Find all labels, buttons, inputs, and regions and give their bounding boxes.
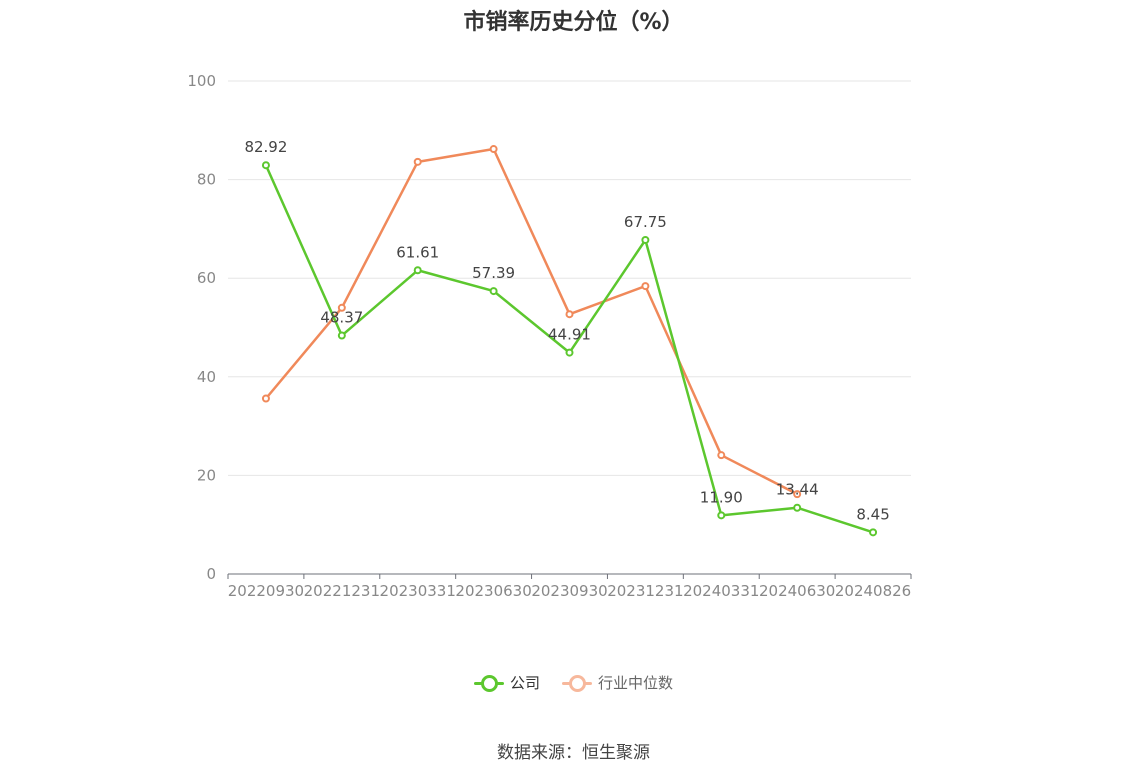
y-tick-label: 60 <box>197 269 216 287</box>
data-label: 82.92 <box>244 138 287 156</box>
x-tick-label: 20230930 <box>531 582 607 600</box>
data-point[interactable] <box>489 287 498 296</box>
data-point[interactable] <box>717 511 726 520</box>
data-label: 8.45 <box>856 505 889 523</box>
x-tick-label: 20240826 <box>835 582 911 600</box>
data-label: 13.44 <box>776 481 819 499</box>
data-point[interactable] <box>869 528 878 537</box>
x-tick-label: 20240331 <box>683 582 759 600</box>
data-point[interactable] <box>565 310 574 319</box>
x-tick-label: 20230331 <box>380 582 456 600</box>
data-label: 61.61 <box>396 243 439 261</box>
source-note: 数据来源：恒生聚源 <box>497 743 650 763</box>
data-point[interactable] <box>717 451 726 460</box>
y-tick-label: 0 <box>206 565 216 583</box>
data-label: 44.91 <box>548 326 591 344</box>
x-tick-label: 20230630 <box>455 582 531 600</box>
data-point[interactable] <box>641 235 650 244</box>
data-label: 48.37 <box>320 309 363 327</box>
data-label: 11.90 <box>700 488 743 506</box>
y-tick-label: 80 <box>197 171 216 189</box>
x-tick-label: 20220930 <box>228 582 304 600</box>
legend-item-industry-median[interactable]: 行业中位数 <box>562 672 673 693</box>
legend-item-company[interactable]: 公司 <box>473 672 540 693</box>
y-tick-label: 100 <box>187 72 216 90</box>
data-point[interactable] <box>793 503 802 512</box>
series <box>261 145 878 537</box>
y-tick-label: 20 <box>197 466 216 484</box>
data-label: 57.39 <box>472 264 515 282</box>
chart-title: 市销率历史分位（%） <box>463 10 684 35</box>
data-point[interactable] <box>261 394 270 403</box>
data-point[interactable] <box>413 266 422 275</box>
x-tick-label: 20240630 <box>759 582 835 600</box>
gridlines <box>228 80 911 476</box>
x-tick-label: 20231231 <box>607 582 683 600</box>
data-point[interactable] <box>337 331 346 340</box>
y-tick-label: 40 <box>197 368 216 386</box>
data-point[interactable] <box>261 161 270 170</box>
legend-industry-median-label: 行业中位数 <box>598 674 674 692</box>
data-point[interactable] <box>337 303 346 312</box>
data-label: 67.75 <box>624 213 667 231</box>
data-labels: 82.92 48.37 61.61 57.39 44.91 67.75 11.90 13.44… <box>244 138 889 523</box>
data-point[interactable] <box>489 145 498 154</box>
data-point[interactable] <box>565 348 574 357</box>
legend-company-marker-icon <box>473 674 504 692</box>
series-line-1 <box>264 147 798 496</box>
data-point[interactable] <box>413 157 422 166</box>
legend-industry-marker-icon <box>562 674 592 692</box>
data-point[interactable] <box>793 490 802 499</box>
legend: 公司 行业中位数 <box>0 672 1147 693</box>
x-tick-label: 20221231 <box>304 582 380 600</box>
legend-company-label: 公司 <box>509 674 540 692</box>
data-point[interactable] <box>641 282 650 291</box>
